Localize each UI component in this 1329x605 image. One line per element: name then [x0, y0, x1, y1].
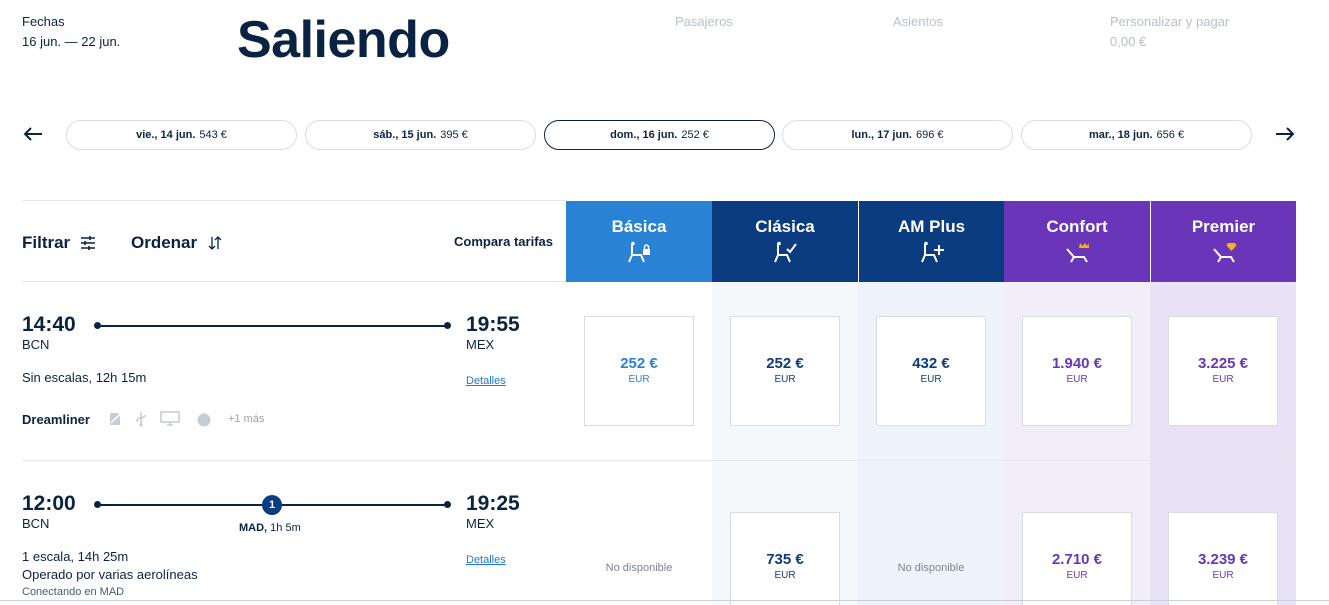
departure-airport: BCN [22, 516, 50, 531]
not-available-amplus: No disponible [897, 562, 965, 574]
price-card-clasica[interactable]: 735 € EUR [730, 512, 840, 605]
stop-count-badge: 1 [262, 495, 282, 515]
filter-button[interactable]: Filtrar [22, 233, 96, 253]
recline-crown-icon [1066, 243, 1089, 263]
step-passengers: Pasajeros [675, 14, 733, 29]
dates-summary[interactable]: Fechas 16 jun. — 22 jun. [22, 12, 120, 52]
operated-by: Operado por varias aerolíneas [22, 567, 198, 582]
arrival-airport: MEX [466, 516, 495, 531]
arrival-time: 19:25 [466, 492, 520, 515]
usb-icon [136, 412, 146, 427]
route-end-dot [444, 322, 451, 329]
fare-header-amplus[interactable]: AM Plus [859, 201, 1004, 282]
price-card-basica[interactable]: 252 € EUR [584, 316, 694, 426]
dates-label: Fechas [22, 14, 65, 29]
price-card-confort[interactable]: 1.940 € EUR [1022, 316, 1132, 426]
fare-header-divider [1150, 211, 1151, 272]
sort-button[interactable]: Ordenar [131, 233, 223, 253]
date-pill[interactable]: lun., 17 jun. 696 € [782, 120, 1013, 150]
date-pill[interactable]: vie., 14 jun. 543 € [66, 120, 297, 150]
screen-icon [160, 411, 180, 426]
meal-icon [197, 413, 211, 427]
fare-header-clasica[interactable]: Clásica [712, 201, 858, 282]
price-card-premier[interactable]: 3.225 € EUR [1168, 316, 1278, 426]
compare-fares-link[interactable]: Compara tarifas [454, 234, 553, 249]
arrival-airport: MEX [466, 337, 495, 352]
departure-time: 14:40 [22, 313, 76, 336]
step-customize-pay-label: Personalizar y pagar [1110, 14, 1230, 29]
wifi-icon [110, 413, 120, 425]
departure-time: 12:00 [22, 492, 76, 515]
fare-header-divider [858, 211, 859, 272]
fare-header-confort[interactable]: Confort [1004, 201, 1150, 282]
seat-check-icon [774, 241, 797, 263]
route-start-dot [94, 322, 101, 329]
price-card-premier[interactable]: 3.239 € EUR [1168, 512, 1278, 605]
seat-lock-icon [628, 241, 650, 263]
step-customize-pay: Personalizar y pagar 0,00 € [1110, 12, 1229, 52]
flight-summary: Sin escalas, 12h 15m [22, 370, 147, 385]
departure-airport: BCN [22, 337, 50, 352]
details-link[interactable]: Detalles [466, 375, 506, 387]
arrow-right-icon[interactable] [1274, 122, 1296, 146]
price-card-amplus[interactable]: 432 € EUR [876, 316, 986, 426]
seat-plus-icon [920, 241, 944, 263]
sort-arrows-icon [208, 236, 222, 250]
details-link[interactable]: Detalles [466, 554, 506, 566]
price-card-clasica[interactable]: 252 € EUR [730, 316, 840, 426]
dates-value: 16 jun. — 22 jun. [22, 34, 121, 49]
more-amenities[interactable]: +1 más [228, 413, 265, 425]
step-seats: Asientos [893, 14, 943, 29]
divider [22, 200, 566, 201]
route-start-dot [94, 501, 101, 508]
route-line [98, 325, 447, 327]
arrival-time: 19:55 [466, 313, 520, 336]
connecting-info: Conectando en MAD [22, 586, 125, 598]
recline-diamond-icon [1212, 243, 1236, 263]
fare-header-basica[interactable]: Básica [566, 201, 712, 282]
not-available-basica: No disponible [605, 562, 673, 574]
arrow-left-icon[interactable] [22, 122, 44, 146]
flight-summary: 1 escala, 14h 25m [22, 549, 129, 564]
stop-label: MAD, 1h 5m [239, 522, 301, 534]
sliders-icon [81, 236, 96, 250]
aircraft-name: Dreamliner [22, 412, 90, 427]
price-card-confort[interactable]: 2.710 € EUR [1022, 512, 1132, 605]
divider [22, 281, 566, 282]
divider [22, 460, 1296, 461]
date-pill-selected[interactable]: dom., 16 jun. 252 € [544, 120, 775, 150]
date-pill[interactable]: sáb., 15 jun. 395 € [305, 120, 536, 150]
route-end-dot [444, 501, 451, 508]
fare-header-premier[interactable]: Premier [1151, 201, 1296, 282]
bottom-border [0, 600, 1329, 601]
date-pill[interactable]: mar., 18 jun. 656 € [1021, 120, 1252, 150]
page-title: Saliendo [237, 11, 450, 69]
step-customize-pay-total: 0,00 € [1110, 34, 1147, 49]
